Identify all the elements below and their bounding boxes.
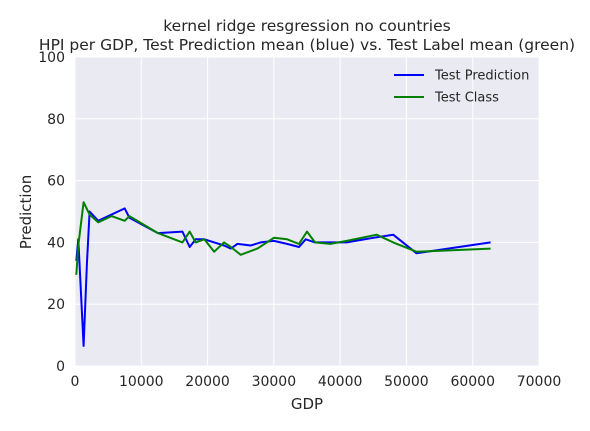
x-tick-label: 30000: [252, 374, 297, 390]
x-tick-label: 0: [71, 374, 80, 390]
plot-area: [75, 57, 539, 366]
y-tick-label: 20: [47, 297, 65, 313]
y-tick-label: 100: [38, 50, 65, 66]
series: [75, 201, 491, 347]
x-tick-label: 70000: [517, 374, 562, 390]
x-axis-label: GDP: [291, 395, 323, 413]
grid: [74, 56, 540, 367]
y-tick-label: 40: [47, 235, 65, 251]
legend-label-test-prediction: Test Prediction: [434, 69, 529, 84]
y-tick-label: 60: [47, 174, 65, 190]
x-tick-label: 60000: [450, 374, 495, 390]
x-tick-label: 50000: [384, 374, 429, 390]
x-tick-label: 20000: [185, 374, 230, 390]
legend-label-test-class: Test Class: [434, 91, 499, 106]
y-axis-label: Prediction: [17, 175, 35, 250]
chart-title-line-1: kernel ridge resgression no countries: [163, 17, 450, 35]
tick-labels: 0 10000 20000 30000 40000 50000 60000 70000 0 20 4…: [38, 50, 561, 390]
y-tick-label: 80: [47, 112, 65, 128]
x-tick-label: 10000: [119, 374, 164, 390]
series-line-test-class: [75, 201, 491, 275]
chart-title-line-2: HPI per GDP, Test Prediction mean (blue)…: [39, 36, 575, 54]
legend: Test Prediction Test Class: [394, 69, 529, 106]
y-tick-label: 0: [56, 359, 65, 375]
x-tick-label: 40000: [318, 374, 363, 390]
